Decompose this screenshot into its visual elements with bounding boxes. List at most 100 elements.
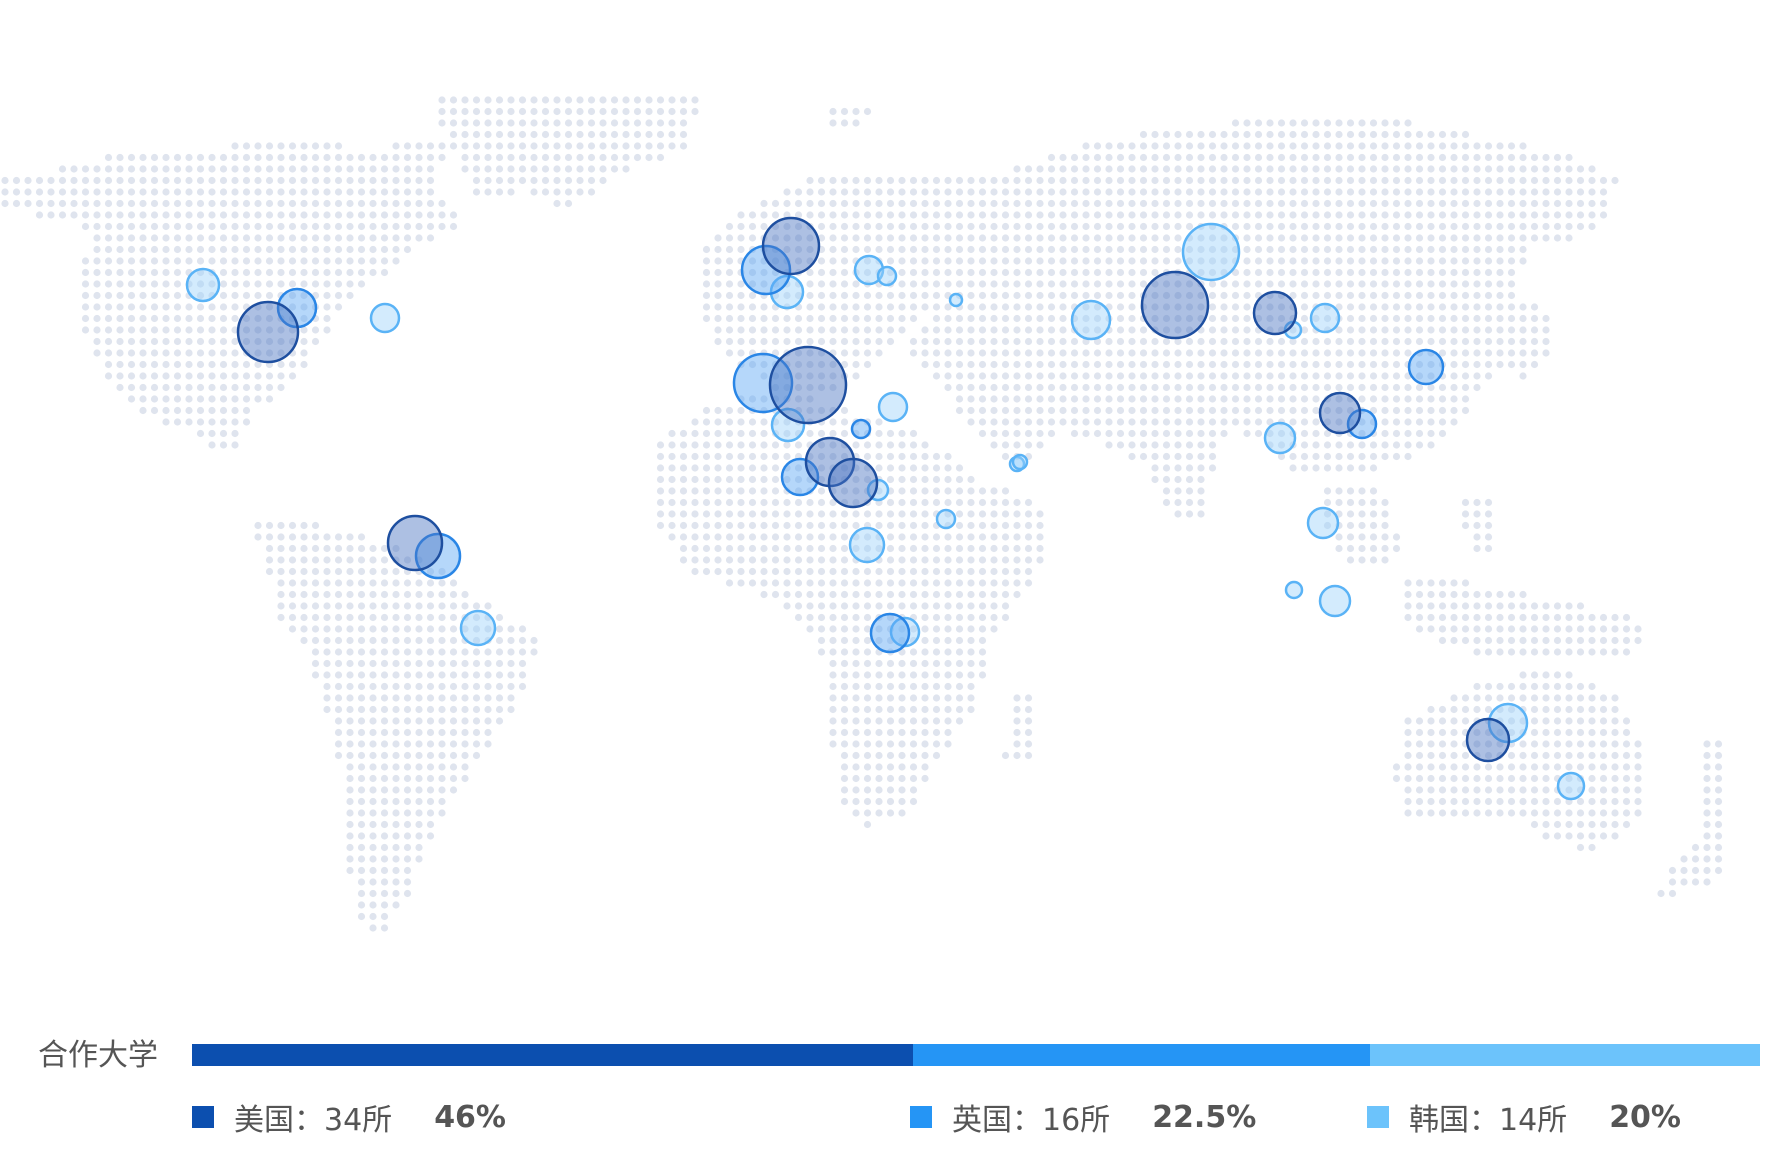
land-dot bbox=[162, 245, 170, 254]
university-bubble[interactable] bbox=[780, 457, 820, 497]
university-bubble[interactable] bbox=[386, 514, 444, 572]
university-bubble[interactable] bbox=[1318, 584, 1352, 618]
land-dot bbox=[1139, 257, 1148, 265]
university-bubble[interactable] bbox=[761, 216, 821, 276]
land-dot bbox=[403, 590, 412, 599]
land-dot bbox=[840, 717, 849, 725]
university-bubble[interactable] bbox=[768, 345, 848, 425]
land-dot bbox=[1013, 751, 1021, 760]
land-dot bbox=[173, 176, 182, 185]
land-dot bbox=[277, 579, 285, 587]
land-dot bbox=[1450, 257, 1458, 265]
university-bubble[interactable] bbox=[1011, 453, 1029, 471]
land-dot bbox=[1208, 452, 1217, 461]
bar-segment-korea[interactable] bbox=[1369, 1044, 1760, 1066]
land-dot bbox=[840, 740, 849, 748]
land-dot bbox=[1622, 613, 1631, 622]
land-dot bbox=[150, 257, 159, 265]
university-bubble[interactable] bbox=[948, 292, 964, 308]
land-dot bbox=[1415, 326, 1424, 334]
land-dot bbox=[990, 326, 998, 334]
university-bubble[interactable] bbox=[1556, 771, 1586, 801]
land-dot bbox=[357, 211, 366, 219]
land-dot bbox=[1335, 165, 1343, 173]
university-bubble[interactable] bbox=[740, 244, 792, 296]
land-dot bbox=[1335, 211, 1343, 219]
land-dot bbox=[668, 429, 676, 438]
university-bubble[interactable] bbox=[877, 391, 909, 423]
land-dot bbox=[886, 245, 895, 254]
university-bubble[interactable] bbox=[1306, 506, 1340, 540]
land-dot bbox=[1438, 705, 1447, 714]
university-bubble[interactable] bbox=[1284, 580, 1304, 600]
land-dot bbox=[1358, 464, 1366, 472]
legend-item-uk[interactable]: 英国：16所 22.5% bbox=[910, 1095, 1256, 1139]
land-dot bbox=[1611, 636, 1619, 645]
university-bubble[interactable] bbox=[853, 254, 885, 286]
university-bubble[interactable] bbox=[848, 526, 886, 564]
legend-item-usa[interactable]: 美国：34所 46% bbox=[192, 1095, 506, 1139]
land-dot bbox=[817, 487, 826, 495]
land-dot bbox=[472, 96, 481, 104]
university-bubble[interactable] bbox=[1140, 270, 1210, 340]
university-bubble[interactable] bbox=[770, 407, 806, 443]
university-bubble[interactable] bbox=[369, 302, 401, 334]
land-dot bbox=[139, 395, 147, 403]
university-bubble[interactable] bbox=[869, 612, 911, 654]
land-dot bbox=[898, 636, 906, 645]
land-dot bbox=[587, 176, 596, 185]
land-dot bbox=[1013, 740, 1021, 748]
university-bubble[interactable] bbox=[185, 267, 221, 303]
land-dot bbox=[599, 176, 607, 185]
university-bubble[interactable] bbox=[1346, 408, 1378, 440]
university-bubble[interactable] bbox=[732, 352, 794, 414]
land-dot bbox=[1438, 429, 1447, 438]
land-dot bbox=[1461, 303, 1470, 311]
land-dot bbox=[415, 613, 423, 622]
land-dot bbox=[875, 199, 883, 208]
university-bubble[interactable] bbox=[1181, 222, 1241, 282]
university-bubble[interactable] bbox=[1070, 299, 1112, 341]
university-bubble[interactable] bbox=[850, 418, 872, 440]
university-bubble[interactable] bbox=[827, 457, 879, 509]
land-dot bbox=[1473, 349, 1481, 357]
land-dot bbox=[817, 199, 826, 208]
university-bubble[interactable] bbox=[935, 508, 957, 530]
land-dot bbox=[1289, 222, 1297, 231]
university-bubble[interactable] bbox=[1252, 290, 1298, 336]
land-dot bbox=[300, 142, 308, 150]
land-dot bbox=[1220, 395, 1228, 403]
land-dot bbox=[162, 406, 170, 415]
land-dot bbox=[944, 625, 952, 633]
land-dot bbox=[1036, 268, 1044, 277]
legend-item-korea[interactable]: 韩国：14所 20% bbox=[1367, 1095, 1681, 1139]
university-bubble[interactable] bbox=[1318, 391, 1362, 435]
university-bubble[interactable] bbox=[876, 265, 898, 287]
land-dot bbox=[691, 498, 699, 507]
university-bubble[interactable] bbox=[1407, 348, 1445, 386]
bar-segment-uk[interactable] bbox=[913, 1044, 1370, 1066]
university-bubble[interactable] bbox=[236, 300, 300, 364]
land-dot bbox=[978, 590, 987, 599]
land-dot bbox=[415, 843, 423, 852]
university-bubble[interactable] bbox=[1263, 421, 1297, 455]
land-dot bbox=[599, 96, 607, 104]
land-dot bbox=[1530, 234, 1539, 242]
land-dot bbox=[323, 533, 331, 541]
land-dot bbox=[1197, 142, 1205, 150]
land-dot bbox=[1358, 211, 1366, 219]
university-bubble[interactable] bbox=[1465, 717, 1511, 763]
land-dot bbox=[875, 636, 883, 645]
land-dot bbox=[472, 740, 481, 748]
land-dot bbox=[300, 360, 308, 369]
university-bubble[interactable] bbox=[1309, 302, 1341, 334]
land-dot bbox=[806, 349, 814, 357]
land-dot bbox=[553, 199, 561, 208]
land-dot bbox=[1, 176, 9, 185]
land-dot bbox=[1312, 153, 1320, 162]
university-bubble[interactable] bbox=[769, 274, 805, 310]
land-dot bbox=[1105, 337, 1113, 346]
bar-segment-usa[interactable] bbox=[192, 1044, 914, 1066]
land-dot bbox=[1116, 383, 1125, 392]
university-bubble[interactable] bbox=[459, 609, 497, 647]
